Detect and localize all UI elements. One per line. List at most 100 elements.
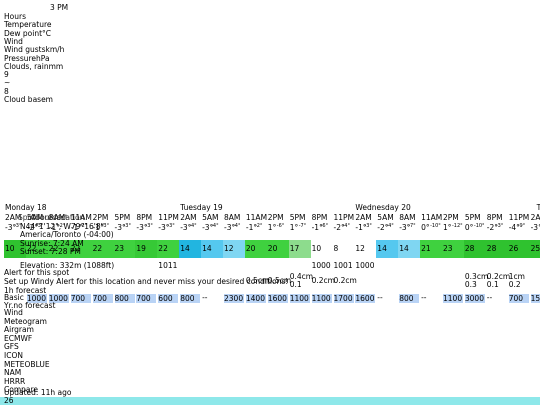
wind-cell: 20 (266, 240, 290, 258)
dew-point: -2° (254, 223, 263, 229)
temperature: -1° (70, 223, 82, 232)
dew-point: -3° (167, 223, 175, 229)
temperature: -3° (114, 223, 126, 232)
menu-item[interactable]: HRRR (4, 376, 26, 386)
temperature: -3° (136, 223, 148, 232)
menu-item[interactable]: ICON (4, 351, 23, 360)
pressure: 1000 (311, 261, 331, 270)
legend-row: Dew point°C (4, 28, 52, 38)
dew-point: -3° (364, 223, 372, 229)
legend-row: Wind (4, 36, 23, 46)
dew-point: -3° (101, 223, 110, 229)
cloud-base: -- (486, 293, 493, 302)
wind-cell: 14 (376, 240, 400, 258)
temperature: -1° (245, 223, 258, 232)
dew-point: -2° (79, 223, 88, 229)
pressure: 1001 (333, 261, 353, 270)
cloud-base: 1600 (267, 294, 288, 303)
wind-cell: 10 (310, 240, 334, 258)
legend-row: 9 (4, 70, 9, 80)
rain-detail: 0.3 (464, 280, 477, 289)
temperature: 0° (421, 223, 430, 232)
menu-item[interactable]: Meteogram (4, 316, 47, 326)
timezone: America/Toronto (-04:00) (20, 230, 114, 239)
cloud-base: 800 (399, 294, 420, 303)
menu-item[interactable]: Compare (4, 385, 39, 395)
day-label: Monday 18 (5, 203, 47, 212)
rain: 1cm (508, 272, 525, 281)
wind-cell: 22 (69, 240, 93, 258)
hour: 5PM (464, 213, 481, 222)
dew-point: -10° (430, 223, 441, 229)
temperature: 1° (443, 223, 452, 232)
temperature: -3° (5, 223, 17, 232)
wind-cell: 22 (157, 240, 181, 258)
cloud-base: 700 (92, 294, 113, 303)
dew-point: -3° (495, 223, 504, 229)
wind-cell: 14 (179, 240, 203, 258)
dew-point: -4° (233, 223, 241, 229)
cloud-base: 1000 (26, 294, 47, 303)
cloud-base: 800 (114, 294, 135, 303)
menu-item[interactable]: ECMWF (4, 333, 33, 343)
day-label: Wednesday 20 (355, 203, 411, 212)
hour: 8AM (48, 213, 66, 222)
day-label: Tuesday 19 (180, 203, 223, 212)
forecast-tab[interactable]: Yr.no forecast (4, 301, 56, 310)
menu-item[interactable]: Airgram (4, 325, 34, 335)
temperature: -2° (333, 223, 345, 232)
hour: 2PM (92, 213, 109, 222)
forecast-tab[interactable]: 1h forecast (4, 286, 47, 295)
menu-item[interactable]: METEOBLUE (4, 359, 50, 369)
dew-point: -10° (473, 223, 485, 229)
temperature: -2° (26, 223, 39, 232)
wind-cell: 23 (113, 240, 137, 258)
rain: 0.2cm (486, 272, 511, 281)
wind-cell: 19 (135, 240, 159, 258)
cloud-base: 3000 (464, 294, 485, 303)
cloud-base: 1400 (245, 294, 266, 303)
cloud-base: 800 (180, 294, 201, 303)
cloud-base: -- (202, 293, 208, 302)
rain: 0.5cm (245, 276, 270, 285)
forecast-tab[interactable]: Basic (4, 293, 24, 302)
hour: 5PM (114, 213, 131, 222)
temperature: -1° (311, 223, 323, 232)
temperature: -3° (224, 223, 236, 232)
menu-item[interactable]: Wind (4, 308, 23, 317)
cloud-base: 700 (70, 294, 91, 303)
hour: 11AM (245, 213, 268, 222)
dew-point: -12° (452, 223, 463, 229)
wind-cell: 8 (332, 240, 356, 258)
hour: 2AM (530, 213, 540, 222)
hour: 8PM (136, 213, 153, 222)
rain-detail: 0.2 (508, 280, 521, 289)
legend-row: Hours (4, 12, 26, 21)
alert-text[interactable]: Set up Windy Alert for this location and… (4, 277, 289, 286)
hour: 2AM (355, 213, 372, 222)
legend-row: ~ (4, 78, 11, 88)
dew-point: -9° (517, 223, 526, 229)
wind-cell: 14 (398, 240, 422, 258)
cloud-base: 700 (136, 294, 157, 303)
rain-detail: 0.1 (289, 280, 302, 289)
dew-point: -3° (145, 223, 153, 229)
dew-point: -2° (57, 223, 66, 229)
wind-cell: 28 (485, 240, 509, 258)
pressure: 1011 (158, 261, 178, 270)
menu-item[interactable]: NAM (4, 368, 22, 378)
menu-item[interactable]: GFS (4, 342, 19, 352)
hour: 11AM (70, 213, 92, 222)
dew-point: -4° (189, 223, 197, 229)
tab[interactable]: Spot forecast (18, 213, 68, 222)
wind-cell: 12 (223, 240, 246, 258)
legend-row: 8 (4, 86, 9, 96)
temperature: 1° (289, 223, 299, 232)
hour: 8AM (399, 213, 416, 222)
coords: N44°1'12", W79°16'8" (20, 222, 105, 231)
cloud-base: 1000 (48, 294, 69, 303)
rain: 0.2cm (333, 276, 357, 285)
wind-cell: 28 (463, 240, 487, 258)
tab[interactable]: About location (30, 213, 85, 222)
